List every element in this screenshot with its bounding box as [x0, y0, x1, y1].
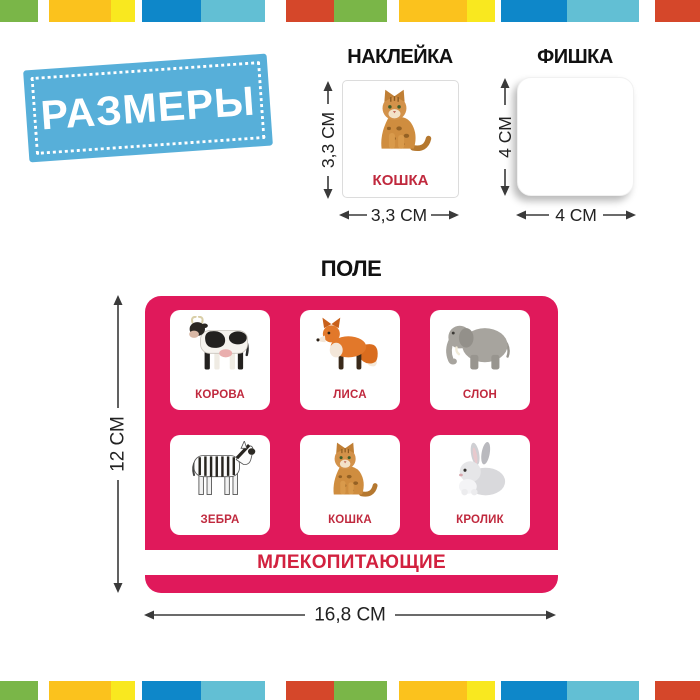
rabbit-image [458, 441, 506, 496]
field-card-elephant: СЛОН [430, 310, 530, 410]
field-card-label: ЗЕБРА [200, 514, 240, 526]
field-card-cat: КОШКА [300, 435, 400, 535]
chip-height-dimension: 4 СМ [495, 78, 515, 196]
field-card-label: КРОЛИК [456, 514, 504, 526]
field-card-label: КОШКА [328, 514, 372, 526]
zebra-image [191, 441, 257, 497]
chip-section-title: ФИШКА [537, 46, 613, 68]
field-section-title: ПОЛЕ [320, 256, 382, 281]
field-height-dimension: 12 СМ [108, 295, 129, 593]
field-category-label: МЛЕКОПИТАЮЩИЕ [257, 551, 446, 573]
cow-image [187, 316, 249, 371]
field-width-label: 16,8 СМ [314, 605, 386, 626]
field-card-zebra: ЗЕБРА [170, 435, 270, 535]
sticker-height-label: 3,3 СМ [318, 112, 338, 168]
chip-height-label: 4 СМ [495, 116, 515, 158]
top-color-stripe [0, 0, 700, 22]
field-height-label: 12 СМ [108, 416, 129, 472]
sticker-width-dimension: 3,3 СМ [339, 205, 459, 225]
sizes-badge: РАЗМЕРЫ [23, 53, 273, 163]
field-card-label: КОРОВА [195, 389, 245, 401]
sticker-card: КОШКА [342, 80, 459, 198]
chip-square [517, 77, 634, 196]
field-card-label: ЛИСА [333, 389, 367, 401]
bottom-color-stripe [0, 681, 700, 700]
sticker-section-title: НАКЛЕЙКА [347, 46, 453, 68]
elephant-image [437, 316, 523, 376]
sizes-badge-label: РАЗМЕРЫ [39, 77, 257, 138]
field-card-rabbit: КРОЛИК [430, 435, 530, 535]
field-card-fox: ЛИСА [300, 310, 400, 410]
fox-image [316, 317, 378, 370]
sticker-width-label: 3,3 СМ [371, 205, 427, 225]
field-width-dimension: 16,8 СМ [144, 605, 556, 626]
chip-width-dimension: 4 СМ [516, 205, 636, 225]
field-card-cow: КОРОВА [170, 310, 270, 410]
sticker-height-dimension: 3,3 СМ [318, 81, 338, 199]
cat-image [307, 441, 393, 501]
cat-image [354, 85, 446, 159]
field-card-label: СЛОН [462, 389, 498, 401]
sticker-card-label: КОШКА [372, 172, 429, 189]
game-field: КОРОВА ЛИСА СЛОН ЗЕБРА КОШКА КРОЛИК МЛЕК… [145, 296, 558, 593]
chip-width-label: 4 СМ [555, 205, 597, 225]
field-category-strip: МЛЕКОПИТАЮЩИЕ [145, 550, 558, 575]
